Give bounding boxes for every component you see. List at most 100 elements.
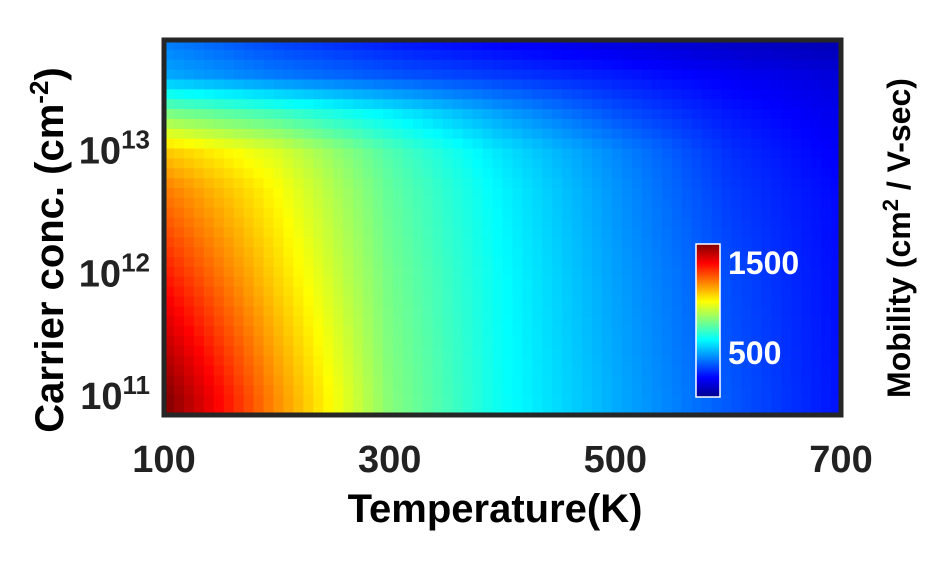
heatmap-cell — [811, 326, 822, 337]
heatmap-cell — [631, 247, 643, 258]
heatmap-cell — [771, 148, 782, 160]
heatmap-cell — [681, 345, 693, 357]
heatmap-cell — [432, 178, 444, 189]
heatmap-cell — [492, 276, 504, 288]
heatmap-cell — [741, 345, 753, 357]
heatmap-cell — [512, 178, 524, 189]
heatmap-cell — [821, 316, 832, 327]
heatmap-cell — [671, 168, 683, 179]
heatmap-cell — [811, 59, 822, 71]
heatmap-cell — [731, 355, 743, 367]
heatmap-cell — [472, 109, 484, 120]
heatmap-cell — [203, 168, 215, 179]
heatmap-cell — [621, 336, 633, 347]
heatmap-cell — [442, 128, 454, 140]
heatmap-cell — [293, 89, 305, 100]
heatmap-cell — [701, 49, 713, 61]
heatmap-cell — [283, 355, 295, 367]
heatmap-cell — [532, 188, 544, 199]
heatmap-cell — [183, 395, 195, 406]
heatmap-cell — [412, 138, 424, 150]
heatmap-cell — [452, 247, 464, 258]
heatmap-cell — [343, 128, 354, 140]
heatmap-cell — [482, 276, 494, 288]
heatmap-cell — [263, 69, 275, 81]
heatmap-cell — [612, 395, 623, 406]
heatmap-cell — [771, 306, 782, 318]
heatmap-cell — [193, 118, 205, 130]
heatmap-cell — [781, 69, 792, 81]
heatmap-cell — [383, 168, 394, 179]
heatmap-cell — [512, 405, 524, 415]
heatmap-cell — [831, 178, 841, 189]
heatmap-cell — [343, 266, 354, 278]
heatmap-cell — [741, 227, 753, 239]
heatmap-cell — [562, 345, 573, 357]
heatmap-cell — [791, 257, 802, 268]
heatmap-cell — [482, 99, 494, 110]
heatmap-cell — [363, 316, 374, 327]
heatmap-cell — [681, 118, 693, 130]
heatmap-cell — [542, 158, 553, 169]
heatmap-cell — [721, 148, 733, 160]
heatmap-cell — [641, 375, 653, 387]
heatmap-cell — [492, 355, 504, 367]
heatmap-cell — [821, 40, 832, 51]
heatmap-cell — [293, 138, 305, 150]
heatmap-cell — [661, 138, 673, 150]
heatmap-cell — [263, 79, 275, 91]
heatmap-cell — [343, 365, 354, 377]
heatmap-cell — [363, 128, 374, 140]
heatmap-cell — [811, 227, 822, 239]
heatmap-cell — [323, 227, 334, 239]
heatmap-cell — [313, 118, 324, 130]
heatmap-cell — [552, 99, 563, 110]
heatmap-cell — [173, 355, 185, 367]
heatmap-cell — [781, 296, 792, 308]
heatmap-cell — [791, 207, 802, 219]
heatmap-cell — [333, 355, 344, 367]
heatmap-cell — [542, 257, 553, 268]
heatmap-cell — [412, 227, 424, 239]
heatmap-cell — [582, 59, 593, 71]
heatmap-cell — [641, 266, 653, 278]
heatmap-cell — [253, 118, 265, 130]
heatmap-cell — [641, 158, 653, 169]
heatmap-cell — [801, 247, 812, 258]
heatmap-cell — [193, 49, 205, 61]
heatmap-cell — [263, 247, 275, 258]
heatmap-cell — [651, 79, 663, 91]
heatmap-cell — [223, 237, 235, 248]
heatmap-cell — [751, 266, 763, 278]
heatmap-cell — [193, 207, 205, 219]
heatmap-cell — [582, 306, 593, 318]
heatmap-cell — [602, 237, 613, 248]
heatmap-cell — [801, 405, 812, 415]
heatmap-cell — [671, 355, 683, 367]
heatmap-cell — [193, 395, 205, 406]
heatmap-cell — [373, 306, 384, 318]
heatmap-cell — [721, 247, 733, 258]
heatmap-cell — [383, 138, 394, 150]
heatmap-cell — [422, 99, 434, 110]
heatmap-cell — [303, 168, 315, 179]
heatmap-cell — [502, 355, 514, 367]
heatmap-cell — [173, 237, 185, 248]
heatmap-cell — [811, 109, 822, 120]
heatmap-cell — [373, 395, 384, 406]
heatmap-cell — [183, 69, 195, 81]
heatmap-cell — [502, 227, 514, 239]
heatmap-cell — [233, 109, 245, 120]
heatmap-cell — [164, 345, 175, 357]
heatmap-cell — [482, 178, 494, 189]
heatmap-cell — [283, 365, 295, 377]
heatmap-cell — [701, 178, 713, 189]
heatmap-cell — [801, 375, 812, 387]
heatmap-cell — [383, 375, 394, 387]
heatmap-cell — [661, 49, 673, 61]
heatmap-cell — [164, 266, 175, 278]
heatmap-cell — [811, 99, 822, 110]
heatmap-cell — [542, 79, 553, 91]
heatmap-cell — [263, 138, 275, 150]
heatmap-cell — [811, 217, 822, 229]
